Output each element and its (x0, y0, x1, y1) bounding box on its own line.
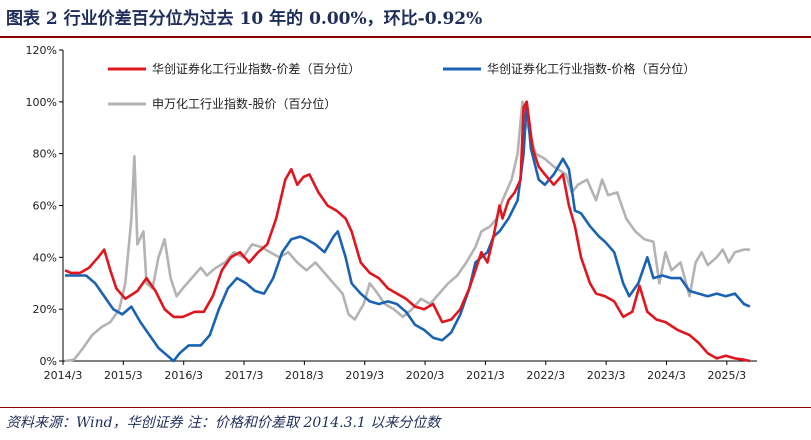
legend-label: 华创证券化工行业指数-价差（百分位） (152, 61, 360, 76)
y-tick-label: 100% (26, 96, 57, 109)
series-line-0 (64, 100, 751, 363)
x-tick-label: 2015/3 (104, 369, 143, 382)
x-tick-label: 2014/3 (44, 369, 83, 382)
series-line-2 (64, 100, 750, 363)
x-tick-label: 2025/3 (707, 369, 746, 382)
y-tick-label: 80% (33, 148, 57, 161)
x-tick-label: 2021/3 (466, 369, 505, 382)
figure-title: 图表 2 行业价差百分位为过去 10 年的 0.00%，环比-0.92% (6, 9, 483, 29)
series-line-1 (65, 100, 751, 363)
x-tick-label: 2020/3 (406, 369, 445, 382)
chart-series-group (64, 100, 751, 363)
x-tick-label: 2017/3 (225, 369, 264, 382)
figure-source: 资料来源：Wind，华创证券 注：价格和价差取 2014.3.1 以来分位数 (6, 415, 441, 431)
legend-label: 申万化工行业指数-股价（百分位） (152, 96, 336, 111)
bottom-rule (0, 407, 811, 408)
y-tick-label: 120% (26, 44, 57, 57)
x-tick-label: 2022/3 (526, 369, 565, 382)
chart-axes: 0% 20% 40% 60% 80% 100% 120% 2014/3 2015/3 2016/3… (26, 44, 757, 382)
top-rule (0, 36, 811, 38)
line-chart: 0% 20% 40% 60% 80% 100% 120% 2014/3 2015/3 2016/3… (26, 44, 757, 382)
y-tick-label: 20% (33, 303, 57, 316)
y-tick-label: 0% (40, 355, 57, 368)
x-tick-label: 2016/3 (164, 369, 203, 382)
x-tick-label: 2019/3 (345, 369, 384, 382)
x-tick-label: 2024/3 (647, 369, 686, 382)
x-tick-label: 2018/3 (285, 369, 324, 382)
x-tick-label: 2023/3 (587, 369, 626, 382)
y-tick-label: 60% (33, 200, 57, 213)
legend-label: 华创证券化工行业指数-价格（百分位） (487, 61, 695, 76)
chart-legend: 华创证券化工行业指数-价差（百分位） 华创证券化工行业指数-价格（百分位） 申万化工… (108, 61, 695, 111)
y-tick-label: 40% (33, 251, 57, 264)
